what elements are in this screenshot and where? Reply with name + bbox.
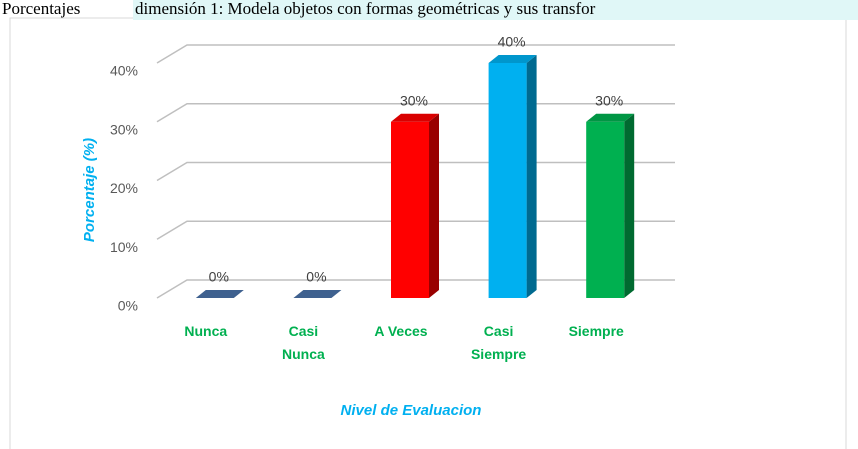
y-tick-label: 20%	[110, 180, 138, 196]
x-tick-label: Nunca	[184, 323, 227, 339]
bar-front	[391, 121, 429, 298]
bar	[195, 290, 244, 298]
bar-front	[586, 121, 625, 298]
x-tick-label-line: Siempre	[569, 323, 624, 339]
value-label: 40%	[498, 34, 526, 50]
chart-title: dimensión 1: Modela objetos con formas g…	[135, 0, 596, 18]
y-tick-label: 40%	[110, 63, 138, 79]
bar-side	[624, 113, 635, 298]
title-highlight	[133, 0, 858, 20]
value-label: 0%	[306, 269, 326, 285]
bar-top	[391, 113, 439, 122]
bar-top	[488, 55, 537, 63]
bar-side	[526, 55, 537, 298]
bar-top	[586, 113, 635, 122]
bar-front	[488, 63, 527, 298]
x-tick-label: Siempre	[569, 323, 624, 339]
y-tick-label: 10%	[110, 239, 138, 255]
title-lead: Porcentajes	[2, 0, 80, 18]
x-tick-label-line: A Veces	[374, 323, 427, 339]
x-tick-label-line: Siempre	[471, 346, 526, 362]
value-label: 0%	[209, 269, 229, 285]
bar	[391, 113, 439, 298]
bar	[293, 290, 342, 298]
bar	[488, 55, 537, 298]
bar	[586, 113, 635, 298]
y-tick-label: 0%	[118, 298, 138, 314]
x-axis-title: Nivel de Evaluacion	[341, 402, 482, 419]
x-tick-label-line: Nunca	[184, 323, 227, 339]
x-tick-label-line: Casi	[484, 323, 514, 339]
grid-line	[156, 44, 675, 64]
x-tick-label-line: Nunca	[282, 346, 325, 362]
x-tick-label: A Veces	[374, 323, 427, 339]
value-label: 30%	[595, 92, 623, 108]
y-axis-title: Porcentaje (%)	[81, 138, 98, 242]
bar-top	[293, 290, 342, 298]
bar-top	[195, 290, 244, 298]
bar-side	[429, 113, 439, 298]
value-label: 30%	[400, 92, 428, 108]
y-tick-label: 30%	[110, 121, 138, 137]
x-tick-label-line: Casi	[289, 323, 319, 339]
x-tick-label: Casi Siempre	[471, 323, 526, 362]
x-tick-label: Casi Nunca	[282, 323, 325, 362]
